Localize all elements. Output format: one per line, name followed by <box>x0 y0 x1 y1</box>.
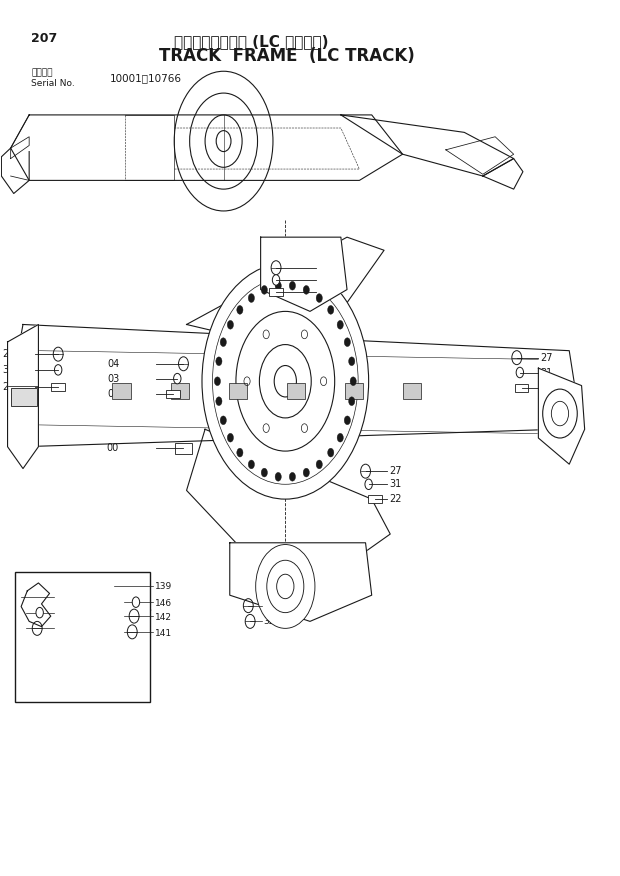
Text: 22: 22 <box>318 287 330 297</box>
Bar <box>112 383 131 399</box>
Polygon shape <box>230 543 372 621</box>
Circle shape <box>55 364 62 375</box>
Circle shape <box>237 306 243 314</box>
Polygon shape <box>538 368 585 464</box>
Circle shape <box>348 357 355 365</box>
Circle shape <box>303 469 309 477</box>
Circle shape <box>290 281 296 290</box>
Circle shape <box>337 321 343 329</box>
Text: 10001～10766: 10001～10766 <box>109 74 182 83</box>
Circle shape <box>220 416 226 425</box>
Circle shape <box>344 416 350 425</box>
Polygon shape <box>341 115 514 176</box>
Bar <box>515 385 528 392</box>
Circle shape <box>255 545 315 628</box>
Text: 141: 141 <box>154 629 172 638</box>
Circle shape <box>248 293 254 302</box>
Circle shape <box>303 286 309 294</box>
Bar <box>269 288 283 296</box>
Circle shape <box>348 397 355 406</box>
Circle shape <box>36 607 43 618</box>
Circle shape <box>220 338 226 347</box>
Circle shape <box>228 321 234 329</box>
Circle shape <box>327 306 334 314</box>
Text: 139: 139 <box>20 592 37 602</box>
Text: 139: 139 <box>154 582 172 591</box>
Circle shape <box>132 597 140 607</box>
Polygon shape <box>187 429 390 565</box>
Text: 146: 146 <box>154 599 172 609</box>
Polygon shape <box>260 237 347 311</box>
Bar <box>51 384 65 392</box>
Circle shape <box>228 434 234 442</box>
Circle shape <box>337 434 343 442</box>
Text: 適用号機
Serial No.: 適用号機 Serial No. <box>31 68 75 88</box>
Bar <box>368 495 381 503</box>
Circle shape <box>350 377 356 385</box>
Circle shape <box>290 472 296 481</box>
Text: 23: 23 <box>2 382 15 392</box>
Circle shape <box>236 311 335 451</box>
Circle shape <box>272 275 280 286</box>
Bar <box>15 573 149 702</box>
Text: 27: 27 <box>318 263 330 272</box>
Polygon shape <box>7 324 575 447</box>
Circle shape <box>516 367 523 378</box>
Circle shape <box>316 460 322 469</box>
Circle shape <box>248 460 254 469</box>
Circle shape <box>316 293 322 302</box>
Polygon shape <box>187 237 384 342</box>
Text: TRACK  FRAME  (LC TRACK): TRACK FRAME (LC TRACK) <box>159 47 415 66</box>
Circle shape <box>365 479 373 490</box>
Circle shape <box>344 338 350 347</box>
Text: 207: 207 <box>31 32 57 45</box>
Circle shape <box>261 469 267 477</box>
Bar <box>11 388 37 406</box>
Circle shape <box>275 472 281 481</box>
Bar <box>229 383 247 399</box>
Text: 27: 27 <box>389 466 402 477</box>
Text: 27: 27 <box>2 350 15 359</box>
Circle shape <box>174 373 181 384</box>
Text: 141: 141 <box>20 625 37 634</box>
Circle shape <box>237 449 243 457</box>
Bar <box>170 383 189 399</box>
Circle shape <box>215 377 221 385</box>
Circle shape <box>261 286 267 294</box>
Polygon shape <box>11 115 402 180</box>
Text: 23: 23 <box>540 383 552 393</box>
Bar <box>402 383 421 399</box>
Text: 31: 31 <box>2 365 15 375</box>
Circle shape <box>216 397 222 406</box>
Circle shape <box>542 389 577 438</box>
Text: 27: 27 <box>540 353 552 363</box>
Bar <box>166 391 180 399</box>
Text: 148: 148 <box>20 610 37 618</box>
Circle shape <box>202 264 369 499</box>
Bar <box>286 383 305 399</box>
Text: 04: 04 <box>107 359 120 369</box>
Text: 03: 03 <box>107 374 120 384</box>
Text: 00: 00 <box>106 443 118 454</box>
Circle shape <box>327 449 334 457</box>
Circle shape <box>277 575 294 598</box>
Text: 強化形: 強化形 <box>20 650 36 659</box>
Text: トラックフレーム (LC トラック): トラックフレーム (LC トラック) <box>174 34 329 49</box>
Polygon shape <box>7 324 38 469</box>
Text: 31: 31 <box>318 275 330 285</box>
Text: 31: 31 <box>389 479 401 490</box>
Text: 32: 32 <box>264 617 275 625</box>
Bar <box>345 383 363 399</box>
Text: 33: 33 <box>264 601 275 611</box>
Bar <box>175 443 192 454</box>
Text: HEAVY DUTY TYPE: HEAVY DUTY TYPE <box>17 664 94 673</box>
Text: 06: 06 <box>107 389 120 399</box>
Circle shape <box>267 561 304 612</box>
Text: 31: 31 <box>540 368 552 378</box>
Text: 142: 142 <box>154 613 172 622</box>
Text: 22: 22 <box>389 494 402 504</box>
Circle shape <box>275 281 281 290</box>
Circle shape <box>216 357 222 365</box>
